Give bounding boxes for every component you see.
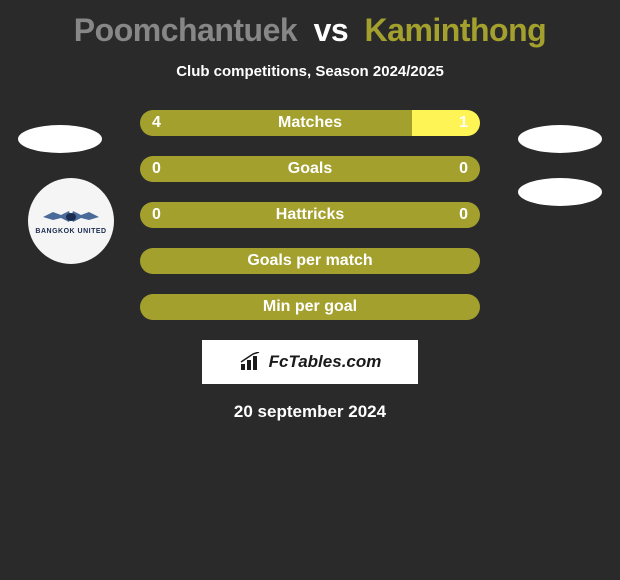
- stat-value-right: 0: [459, 160, 468, 178]
- stat-row: 0 Goals 0: [0, 156, 620, 182]
- stat-label: Matches: [278, 114, 342, 132]
- stat-row: Min per goal: [0, 294, 620, 320]
- stat-value-left: 4: [152, 114, 161, 132]
- stats-container: 4 Matches 1 0 Goals 0 0 Hattricks 0 Goals per mat…: [0, 110, 620, 320]
- stat-value-right: 0: [459, 206, 468, 224]
- stat-label: Min per goal: [263, 298, 357, 316]
- stat-value-left: 0: [152, 160, 161, 178]
- player2-name: Kaminthong: [365, 12, 547, 48]
- subtitle: Club competitions, Season 2024/2025: [0, 63, 620, 80]
- brand-text: FcTables.com: [269, 352, 382, 372]
- stat-value-right: 1: [459, 114, 468, 132]
- brand-badge: FcTables.com: [202, 340, 418, 384]
- stat-label: Hattricks: [276, 206, 344, 224]
- stat-bar: 0 Hattricks 0: [140, 202, 480, 228]
- stat-label: Goals: [288, 160, 332, 178]
- date-text: 20 september 2024: [0, 402, 620, 422]
- stat-row: Goals per match: [0, 248, 620, 274]
- stat-row: 4 Matches 1: [0, 110, 620, 136]
- brand-chart-icon: [239, 352, 263, 372]
- stat-bar: 0 Goals 0: [140, 156, 480, 182]
- stat-row: 0 Hattricks 0: [0, 202, 620, 228]
- stat-bar: Goals per match: [140, 248, 480, 274]
- stat-label: Goals per match: [247, 252, 372, 270]
- stat-bar: 4 Matches 1: [140, 110, 480, 136]
- stat-bar-highlight: [412, 110, 480, 136]
- vs-text: vs: [314, 12, 349, 48]
- stat-bar: Min per goal: [140, 294, 480, 320]
- stat-value-left: 0: [152, 206, 161, 224]
- player1-name: Poomchantuek: [74, 12, 297, 48]
- comparison-title: Poomchantuek vs Kaminthong: [0, 0, 620, 49]
